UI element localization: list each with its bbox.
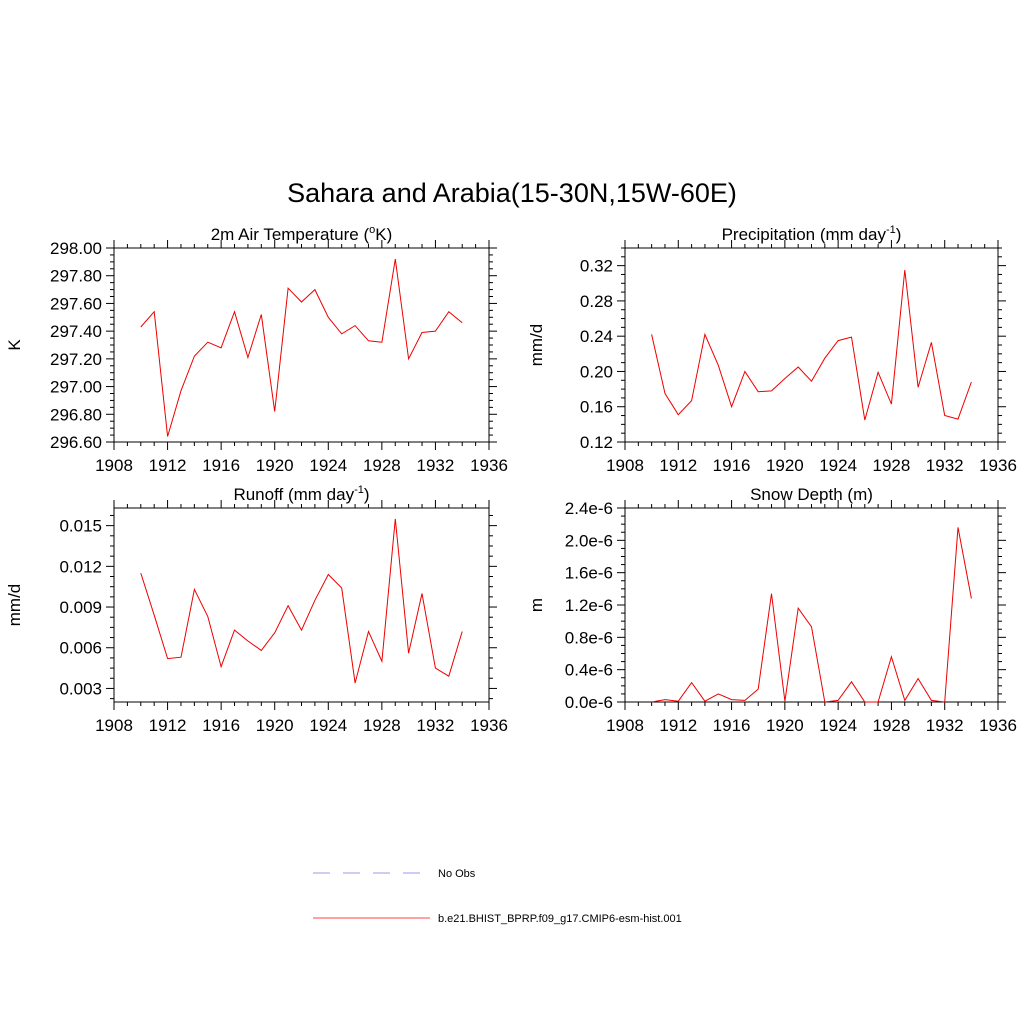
y-tick-label: 297.20 (50, 350, 102, 369)
y-tick-label: 0.12 (580, 433, 613, 452)
y-axis-title: K (5, 339, 24, 351)
panel-title-tail: K) (375, 225, 392, 244)
x-tick-label: 1916 (202, 456, 240, 475)
y-tick-label: 0.012 (59, 557, 102, 576)
x-tick-label: 1912 (149, 456, 187, 475)
legend: No Obs b.e21.BHIST_BPRP.f09_g17.CMIP6-esm… (313, 868, 682, 925)
x-tick-label: 1912 (659, 456, 697, 475)
plot-frame (113, 507, 490, 703)
y-tick-label: 1.6e-6 (565, 564, 613, 583)
legend-label: No Obs (438, 868, 476, 880)
panels-container: 2m Air Temperature (oK) K 1908 1912 1916 1920… (5, 224, 1017, 735)
x-tick-label: 1928 (363, 456, 401, 475)
panel-title-main: Precipitation (mm day (722, 225, 887, 244)
x-tick-label: 1920 (256, 456, 294, 475)
x-tick-label: 1916 (713, 456, 751, 475)
x-tick-label: 1908 (95, 456, 133, 475)
panel-title-main: 2m Air Temperature ( (211, 225, 370, 244)
y-tick-label: 297.60 (50, 294, 102, 313)
y-tick-label: 0.0e-6 (565, 693, 613, 712)
y-tick-label: 0.8e-6 (565, 628, 613, 647)
x-tick-label: 1920 (256, 716, 294, 735)
panel-title-sup: -1 (354, 484, 364, 496)
x-tick-label: 1916 (202, 716, 240, 735)
y-tick-label: 297.00 (50, 378, 102, 397)
x-tick-label: 1932 (417, 716, 455, 735)
series-line (140, 518, 463, 684)
x-tick-label: 1928 (363, 716, 401, 735)
x-tick-label: 1932 (926, 716, 964, 735)
y-tick-label: 297.80 (50, 267, 102, 286)
x-tick-label: 1912 (659, 716, 697, 735)
x-tick-label: 1920 (766, 716, 804, 735)
panel-runoff: Runoff (mm day-1) mm/d 1908 1912 1916 1920 192… (5, 484, 508, 735)
y-tick-label: 0.4e-6 (565, 661, 613, 680)
series-line (140, 259, 463, 437)
x-tick-label: 1916 (713, 716, 751, 735)
panel-title-tail: ) (364, 485, 370, 504)
x-tick-label: 1932 (417, 456, 455, 475)
x-tick-label: 1924 (819, 716, 857, 735)
x-tick-label: 1920 (766, 456, 804, 475)
x-tick-label: 1936 (979, 716, 1017, 735)
x-tick-label: 1908 (95, 716, 133, 735)
panel-precipitation: Precipitation (mm day-1) mm/d 1908 1912 1916… (527, 224, 1017, 475)
series-line (651, 527, 972, 703)
y-tick-label: 296.60 (50, 433, 102, 452)
y-tick-label: 0.003 (59, 679, 102, 698)
y-tick-label: 0.009 (59, 598, 102, 617)
y-tick-label: 2.4e-6 (565, 499, 613, 518)
x-tick-label: 1908 (606, 456, 644, 475)
panel-title: Snow Depth (m) (750, 485, 873, 504)
y-tick-label: 0.006 (59, 639, 102, 658)
y-tick-label: 0.20 (580, 362, 613, 381)
x-tick-label: 1936 (979, 456, 1017, 475)
y-tick-label: 296.80 (50, 405, 102, 424)
panel-title: Precipitation (mm day-1) (722, 224, 902, 244)
x-tick-label: 1928 (873, 456, 911, 475)
panel-temperature: 2m Air Temperature (oK) K 1908 1912 1916 1920… (5, 224, 508, 475)
y-tick-label: 2.0e-6 (565, 531, 613, 550)
panel-title-main: Snow Depth (m) (750, 485, 873, 504)
panel-title: 2m Air Temperature (oK) (211, 224, 393, 244)
x-tick-label: 1936 (470, 456, 508, 475)
y-tick-label: 0.015 (59, 517, 102, 536)
x-tick-label: 1908 (606, 716, 644, 735)
y-tick-label: 0.16 (580, 398, 613, 417)
x-tick-label: 1924 (309, 716, 347, 735)
panel-title-sup: -1 (886, 224, 896, 236)
y-tick-label: 297.40 (50, 322, 102, 341)
x-tick-label: 1928 (873, 716, 911, 735)
x-tick-label: 1932 (926, 456, 964, 475)
plot-frame (624, 247, 999, 443)
y-axis-title: mm/d (5, 584, 24, 627)
y-axis-title: mm/d (527, 324, 546, 367)
y-tick-label: 0.24 (580, 327, 613, 346)
x-tick-label: 1924 (309, 456, 347, 475)
y-tick-label: 0.28 (580, 292, 613, 311)
panel-title: Runoff (mm day-1) (233, 484, 369, 504)
plot-frame (113, 247, 490, 443)
x-tick-label: 1924 (819, 456, 857, 475)
y-tick-label: 0.32 (580, 257, 613, 276)
x-tick-label: 1912 (149, 716, 187, 735)
y-tick-label: 1.2e-6 (565, 596, 613, 615)
figure-title: Sahara and Arabia(15-30N,15W-60E) (287, 178, 737, 208)
panel-snow-depth: Snow Depth (m) m 1908 1912 1916 1920 1924 1928 1… (527, 485, 1017, 735)
series-line (651, 269, 972, 421)
x-tick-label: 1936 (470, 716, 508, 735)
y-axis-title: m (527, 598, 546, 612)
plot-frame (624, 507, 999, 703)
panel-title-sup: o (369, 224, 375, 236)
panel-title-tail: ) (896, 225, 902, 244)
y-tick-label: 298.00 (50, 239, 102, 258)
legend-label: b.e21.BHIST_BPRP.f09_g17.CMIP6-esm-hist.… (438, 913, 682, 925)
panel-title-main: Runoff (mm day (233, 485, 354, 504)
